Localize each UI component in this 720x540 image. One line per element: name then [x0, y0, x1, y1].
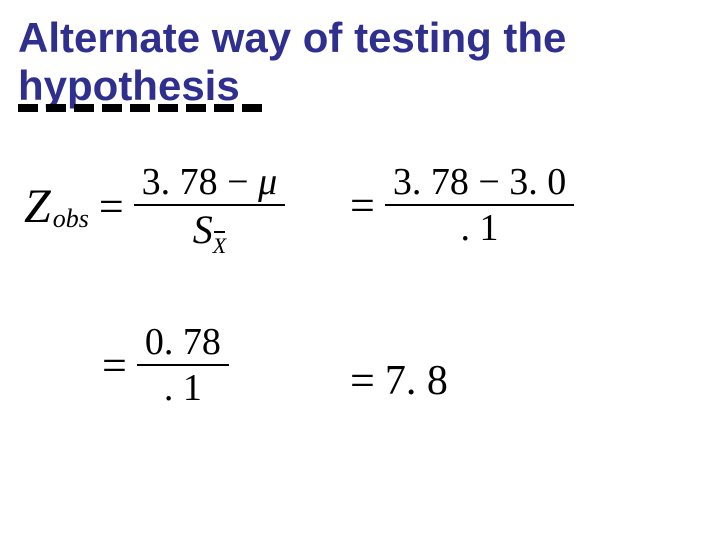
frac1-denominator: SX [185, 206, 234, 253]
equals-2: = [350, 180, 375, 231]
equation-step3: = 0. 78 . 1 [24, 320, 229, 450]
fraction-1: 3. 78 − μ SX [134, 160, 286, 253]
z-variable: Z [24, 179, 51, 234]
num1-op: − [227, 161, 248, 203]
equals-4: = [350, 355, 375, 406]
equation-result: = 7. 8 [340, 355, 448, 446]
s-symbol: S [193, 207, 213, 252]
equation-area: Z obs = 3. 78 − μ SX [24, 160, 285, 293]
frac2-denominator: . 1 [453, 206, 507, 250]
equation-step1: Z obs = 3. 78 − μ SX [24, 160, 285, 253]
xbar-subscript: X [213, 233, 226, 258]
title-underline [18, 104, 268, 112]
mu-symbol: μ [258, 161, 277, 203]
equals-3: = [102, 340, 127, 391]
num1-left: 3. 78 [142, 161, 218, 203]
result-value: 7. 8 [385, 357, 448, 405]
frac3-denominator: . 1 [156, 366, 210, 410]
xbar-overline [214, 231, 225, 233]
slide-title: Alternate way of testing the hypothesis [0, 0, 720, 111]
fraction-2: 3. 78 − 3. 0 . 1 [385, 160, 574, 250]
fraction-3: 0. 78 . 1 [137, 320, 229, 410]
frac1-numerator: 3. 78 − μ [134, 160, 286, 204]
z-subscript: obs [53, 204, 89, 234]
title-line1: Alternate way of testing the [18, 14, 720, 62]
equals-1: = [99, 181, 124, 232]
frac2-numerator: 3. 78 − 3. 0 [385, 160, 574, 204]
x-sub: X [213, 233, 226, 258]
frac3-numerator: 0. 78 [137, 320, 229, 364]
equation-step2: = 3. 78 − 3. 0 . 1 [340, 160, 574, 290]
